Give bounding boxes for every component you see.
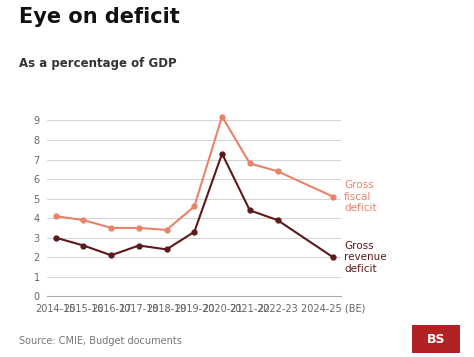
Text: BS: BS	[427, 333, 446, 346]
Text: Source: CMIE, Budget documents: Source: CMIE, Budget documents	[19, 336, 182, 346]
Text: Gross
fiscal
deficit: Gross fiscal deficit	[344, 180, 377, 213]
Text: Gross
revenue
deficit: Gross revenue deficit	[344, 241, 387, 274]
Text: As a percentage of GDP: As a percentage of GDP	[19, 57, 177, 70]
Text: Eye on deficit: Eye on deficit	[19, 7, 180, 27]
